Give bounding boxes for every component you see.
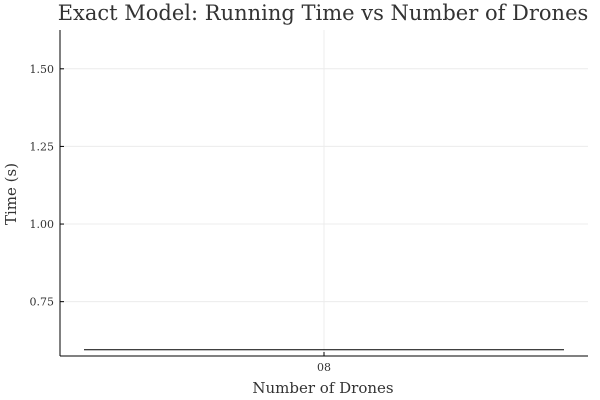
y-tick-label: 1.50 (30, 63, 55, 76)
y-tick-label: 1.25 (30, 140, 55, 153)
grid (60, 30, 588, 356)
y-axis-label: Time (s) (2, 163, 20, 225)
x-axis-label: Number of Drones (252, 379, 393, 397)
y-tick-label: 1.00 (30, 218, 55, 231)
x-tick-label: 08 (317, 361, 331, 374)
y-tick-label: 0.75 (30, 296, 55, 309)
y-ticks: 0.75 1.00 1.25 1.50 (30, 63, 64, 309)
x-ticks: 08 (317, 352, 331, 374)
chart-title: Exact Model: Running Time vs Number of D… (58, 1, 589, 25)
